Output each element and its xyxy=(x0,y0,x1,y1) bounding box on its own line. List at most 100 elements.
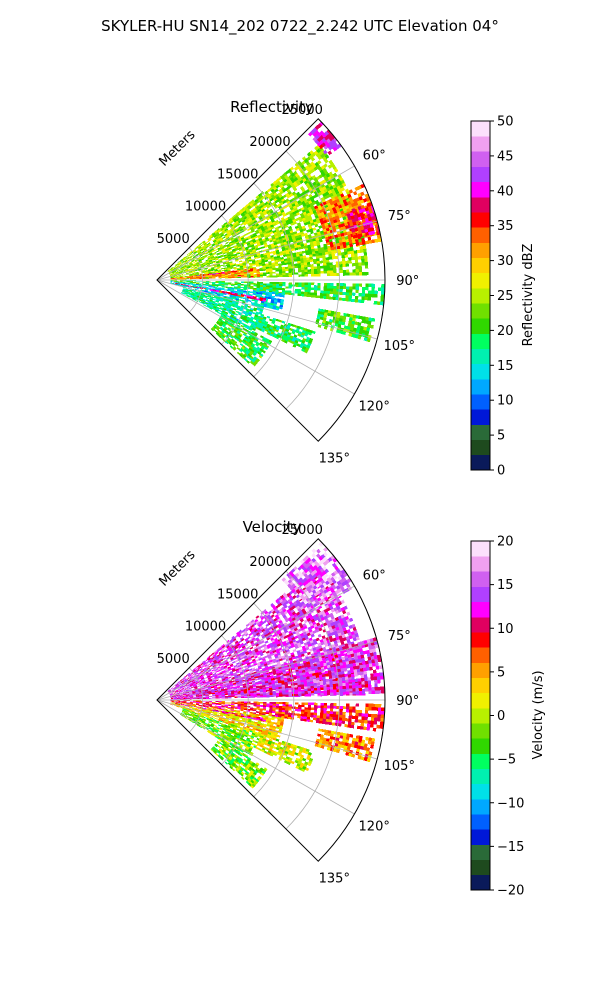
colorbar-segment xyxy=(471,333,490,349)
range-tick-label: 15000 xyxy=(217,587,258,602)
velocity-colorbar: −20 −15 −10 −5 0 5 10 15 20 xyxy=(470,535,524,899)
colorbar-tick-label: 40 xyxy=(497,184,514,199)
colorbar-segment xyxy=(471,318,490,334)
colorbar-segment xyxy=(471,814,490,830)
azimuth-tick-label: 120° xyxy=(359,399,390,414)
reflectivity-range-axis-label: Meters xyxy=(157,127,199,169)
echo-region xyxy=(210,738,268,789)
colorbar-segment xyxy=(471,303,490,319)
colorbar-segment xyxy=(471,454,490,471)
colorbar-tick-label: −10 xyxy=(497,796,524,811)
colorbar-segment xyxy=(471,212,490,228)
colorbar-segment xyxy=(471,616,490,633)
azimuth-gridline xyxy=(156,279,355,395)
range-tick-label: 15000 xyxy=(217,167,258,182)
echo-region xyxy=(174,283,267,302)
echo-region xyxy=(255,733,314,772)
colorbar-tick-label: 35 xyxy=(497,219,514,234)
azimuth-tick-label: 105° xyxy=(384,759,415,774)
colorbar-tick-label: 30 xyxy=(497,254,514,269)
colorbar-segment xyxy=(471,272,490,289)
azimuth-tick-label: 105° xyxy=(384,339,415,354)
colorbar-segment xyxy=(471,166,490,183)
colorbar-tick-label: 5 xyxy=(497,429,505,444)
colorbar-tick-label: 5 xyxy=(497,665,505,680)
range-tick-label: 5000 xyxy=(157,652,190,667)
azimuth-gridline xyxy=(156,699,355,815)
colorbar-tick-label: 45 xyxy=(497,149,514,164)
colorbar-segment xyxy=(471,227,490,243)
reflectivity-title: Reflectivity xyxy=(230,98,314,116)
colorbar-tick-label: 25 xyxy=(497,289,514,304)
velocity-panel: Velocity 5000 10000 15000 20000 25000 60° 75° 9… xyxy=(156,518,546,899)
colorbar-segment xyxy=(471,424,490,441)
echo-region xyxy=(170,636,385,700)
range-tick-label: 20000 xyxy=(249,555,290,570)
colorbar-segment xyxy=(471,409,490,425)
radar-echo-field xyxy=(167,539,385,789)
colorbar-tick-label: 0 xyxy=(497,464,505,479)
echo-region xyxy=(170,280,385,306)
colorbar-segment xyxy=(471,348,490,365)
colorbar-segment xyxy=(471,181,490,198)
azimuth-tick-label: 75° xyxy=(388,629,411,644)
colorbar-segment xyxy=(471,571,490,587)
echo-region xyxy=(170,267,260,280)
colorbar-segment xyxy=(471,121,490,137)
echo-region xyxy=(170,700,385,733)
range-tick-label: 5000 xyxy=(157,232,190,247)
colorbar-tick-label: 10 xyxy=(497,622,514,637)
colorbar-tick-label: 0 xyxy=(497,709,505,724)
colorbar-tick-label: 20 xyxy=(497,535,514,550)
colorbar-tick-label: 20 xyxy=(497,324,514,339)
colorbar-segment xyxy=(471,859,490,876)
azimuth-tick-label: 120° xyxy=(359,819,390,834)
radar-echo-field xyxy=(167,121,385,367)
colorbar-segment xyxy=(471,738,490,754)
colorbar-segment xyxy=(471,257,490,274)
azimuth-gridline xyxy=(156,165,355,281)
colorbar-segment xyxy=(471,196,490,213)
colorbar-tick-label: 15 xyxy=(497,578,514,593)
colorbar-segment xyxy=(471,601,490,618)
echo-region xyxy=(174,703,267,722)
colorbar-tick-label: −15 xyxy=(497,840,524,855)
azimuth-tick-label: 135° xyxy=(319,871,350,886)
colorbar-segment xyxy=(471,151,490,167)
echo-region xyxy=(255,313,316,354)
colorbar-segment xyxy=(471,753,490,769)
colorbar-segment xyxy=(471,707,490,724)
colorbar-tick-label: 10 xyxy=(497,394,514,409)
colorbar-segment xyxy=(471,632,490,648)
reflectivity-colorbar-label: Reflectivity dBZ xyxy=(521,244,536,347)
colorbar-segment xyxy=(471,136,490,152)
colorbar-segment xyxy=(471,768,490,785)
colorbar-segment xyxy=(471,394,490,410)
sector-frame xyxy=(156,538,386,862)
echo-region xyxy=(181,286,265,331)
colorbar-tick-label: 50 xyxy=(497,115,514,130)
azimuth-tick-label: 60° xyxy=(363,149,386,164)
echo-region xyxy=(193,270,238,277)
colorbar-segment xyxy=(471,662,490,678)
reflectivity-sector-plot: 5000 10000 15000 20000 25000 60° 75° 90° 105° 120… xyxy=(156,103,419,466)
velocity-title: Velocity xyxy=(243,518,302,536)
range-tick-label: 10000 xyxy=(185,620,226,635)
range-tick-label: 20000 xyxy=(249,135,290,150)
colorbar-tick-label: 15 xyxy=(497,359,514,374)
azimuth-gridline xyxy=(156,640,378,701)
velocity-range-axis-label: Meters xyxy=(157,547,199,589)
colorbar-segment xyxy=(471,844,490,861)
colorbar-segment xyxy=(471,242,490,258)
azimuth-tick-label: 75° xyxy=(388,209,411,224)
echo-region xyxy=(210,314,273,367)
colorbar-segment xyxy=(471,378,490,395)
velocity-sector-plot: 5000 10000 15000 20000 25000 60° 75° 90° 105° 120… xyxy=(156,523,419,886)
colorbar-segment xyxy=(471,556,490,572)
range-tick-label: 10000 xyxy=(185,200,226,215)
azimuth-gridline xyxy=(156,220,378,281)
colorbar-segment xyxy=(471,287,490,304)
azimuth-tick-label: 90° xyxy=(396,694,419,709)
colorbar-segment xyxy=(471,874,490,891)
